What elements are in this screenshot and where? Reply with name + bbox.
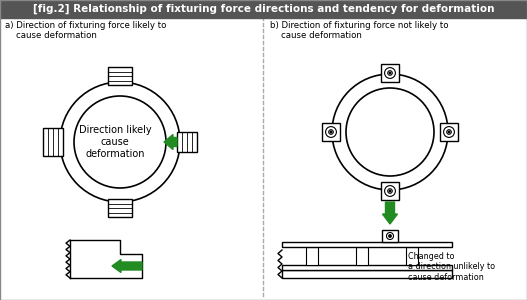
Bar	[356, 247, 368, 265]
Bar	[177, 132, 197, 152]
Circle shape	[326, 127, 336, 137]
Circle shape	[447, 130, 451, 134]
Circle shape	[444, 127, 454, 137]
Circle shape	[60, 82, 180, 202]
Text: Direction likely
cause
deformation: Direction likely cause deformation	[79, 125, 151, 159]
Circle shape	[389, 235, 391, 237]
Bar	[108, 67, 132, 85]
Circle shape	[385, 68, 395, 78]
Text: [fig.2] Relationship of fixturing force directions and tendency for deformation: [fig.2] Relationship of fixturing force …	[33, 4, 494, 14]
Text: Changed to
a direction unlikely to
cause deformation: Changed to a direction unlikely to cause…	[408, 252, 495, 282]
Bar	[0, 0, 527, 18]
Circle shape	[389, 72, 391, 74]
Circle shape	[332, 74, 448, 190]
Circle shape	[385, 186, 395, 196]
Circle shape	[386, 232, 394, 239]
Bar	[282, 242, 452, 247]
Circle shape	[330, 131, 332, 133]
Bar	[381, 182, 399, 200]
Text: b) Direction of fixturing force not likely to
    cause deformation: b) Direction of fixturing force not like…	[270, 21, 448, 40]
FancyArrow shape	[164, 134, 177, 149]
Text: a) Direction of fixturing force likely to
    cause deformation: a) Direction of fixturing force likely t…	[5, 21, 167, 40]
Bar	[306, 247, 318, 265]
Bar	[440, 123, 458, 141]
Circle shape	[346, 88, 434, 176]
Circle shape	[388, 71, 392, 75]
Bar	[381, 64, 399, 82]
Circle shape	[74, 96, 166, 188]
Circle shape	[388, 189, 392, 193]
Bar	[108, 199, 132, 217]
Circle shape	[448, 131, 450, 133]
Bar	[282, 265, 452, 270]
Bar	[406, 247, 418, 265]
FancyArrow shape	[383, 202, 397, 224]
Bar	[382, 230, 398, 242]
Circle shape	[329, 130, 334, 134]
Bar	[43, 128, 63, 156]
Bar	[282, 270, 452, 278]
Circle shape	[389, 190, 391, 192]
FancyArrow shape	[112, 260, 142, 272]
Bar	[322, 123, 340, 141]
